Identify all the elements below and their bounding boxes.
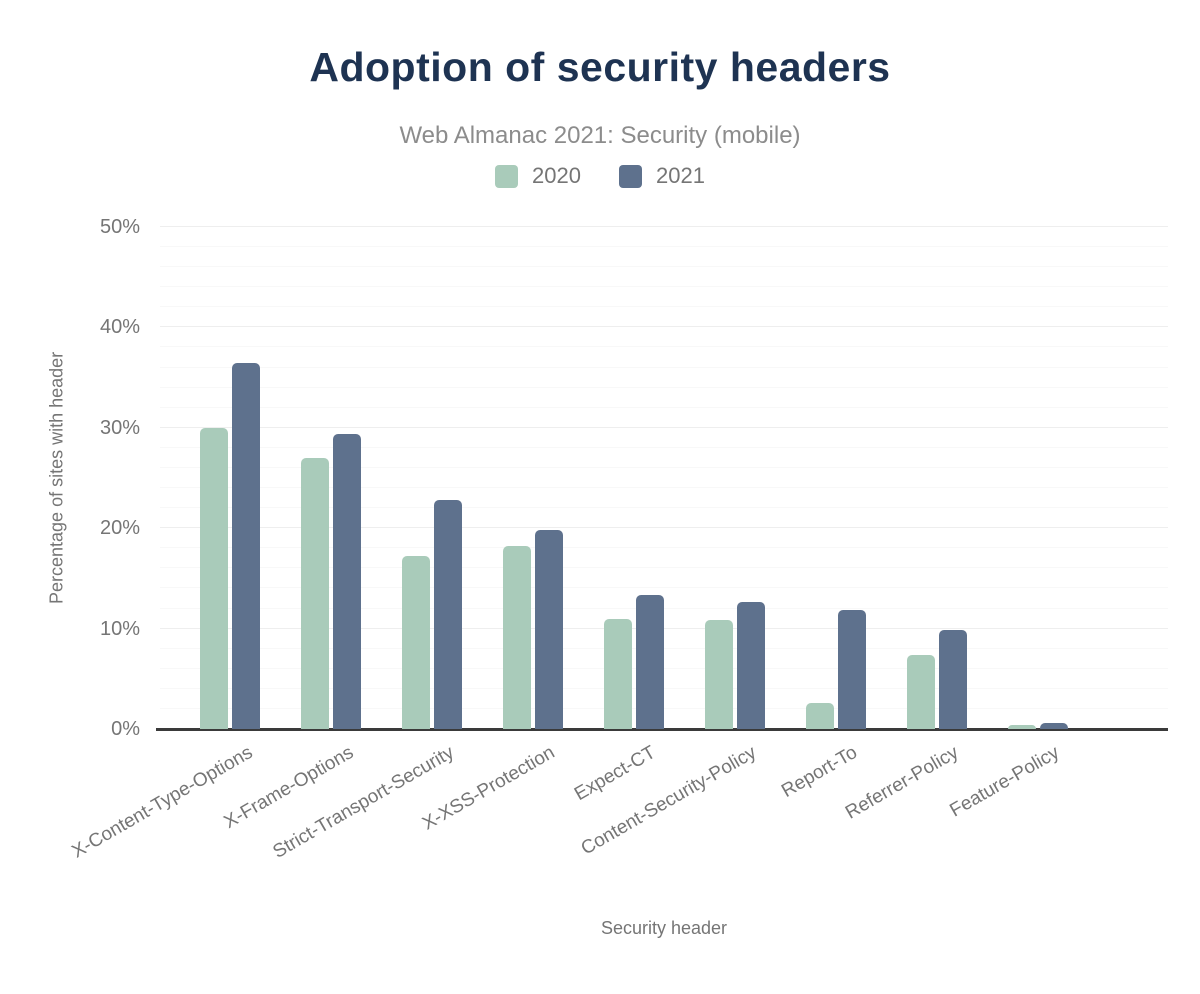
- gridline-minor: [160, 406, 1168, 408]
- x-axis-category-label: Report-To: [778, 742, 862, 802]
- bar-2021-Content-Security-Policy: [736, 601, 765, 729]
- y-axis-tick-label: 50%: [99, 216, 140, 238]
- gridline-minor: [160, 346, 1168, 348]
- bar-2020-X-Content-Type-Options: [200, 427, 229, 729]
- bar-2020-Referrer-Policy: [906, 654, 935, 729]
- x-axis-category-label: Expect-CT: [571, 742, 660, 806]
- bar-2021-Referrer-Policy: [938, 629, 967, 729]
- gridline-minor: [160, 286, 1168, 288]
- x-axis-category-label: Referrer-Policy: [841, 742, 963, 824]
- y-axis-tick-label: 20%: [99, 517, 140, 540]
- legend-item-2020: 2020: [495, 163, 581, 189]
- gridline-minor: [160, 567, 1168, 569]
- bar-2021-Report-To: [837, 609, 866, 729]
- plot-area: [156, 226, 1168, 731]
- x-axis-category-label: X-Content-Type-Options: [68, 742, 256, 863]
- gridline-major: [160, 326, 1168, 328]
- bar-2021-Strict-Transport-Security: [434, 500, 463, 729]
- bar-2020-Report-To: [805, 702, 834, 729]
- bar-2020-Expect-CT: [604, 618, 632, 729]
- legend-swatch-2020: [495, 164, 519, 188]
- x-axis-category-label: Content-Security-Policy: [577, 742, 761, 860]
- gridline-minor: [160, 446, 1168, 448]
- gridline-minor: [160, 687, 1168, 689]
- x-axis-title: Security header: [600, 918, 728, 938]
- gridline-minor: [160, 266, 1168, 268]
- bar-2020-X-XSS-Protection: [503, 546, 532, 729]
- gridline-major: [160, 527, 1168, 529]
- y-axis: 0% 10% 20% 30% 40% 50%: [0, 216, 148, 740]
- gridline-minor: [160, 507, 1168, 509]
- gridline-minor: [160, 667, 1168, 669]
- chart-title: Adoption of security headers: [309, 44, 891, 90]
- gridline-minor: [160, 707, 1168, 709]
- gridline-minor: [160, 366, 1168, 368]
- gridline-minor: [160, 466, 1168, 468]
- bar-2020-Content-Security-Policy: [704, 619, 733, 729]
- x-axis-category-label: Feature-Policy: [946, 742, 1064, 822]
- x-axis-category-label: Strict-Transport-Security: [269, 742, 458, 863]
- legend-label-2020: 2020: [532, 163, 581, 188]
- bar-2020-Strict-Transport-Security: [402, 556, 431, 729]
- bar-2021-Expect-CT: [636, 595, 664, 729]
- bar-2021-X-XSS-Protection: [535, 530, 564, 729]
- bar-2020-X-Frame-Options: [301, 457, 330, 729]
- gridline-minor: [160, 386, 1168, 388]
- y-axis-tick-label: 40%: [99, 316, 140, 339]
- y-axis-tick-label: 10%: [99, 617, 140, 640]
- y-axis-tick-label: 0%: [111, 718, 140, 740]
- chart-subtitle: Web Almanac 2021: Security (mobile): [399, 122, 801, 149]
- gridline-minor: [160, 487, 1168, 489]
- gridline-minor: [160, 547, 1168, 549]
- bar-2020-Feature-Policy: [1007, 724, 1036, 729]
- gridline-minor: [160, 607, 1168, 609]
- gridline-minor: [160, 306, 1168, 308]
- gridline-minor: [160, 647, 1168, 649]
- gridline-minor: [160, 246, 1168, 248]
- gridline-major: [160, 627, 1168, 629]
- legend-item-2021: 2021: [619, 163, 705, 189]
- gridline-minor: [160, 587, 1168, 589]
- bar-2021-Feature-Policy: [1039, 722, 1068, 729]
- x-axis-line: [156, 728, 1168, 731]
- gridline-major: [160, 426, 1168, 428]
- bar-2021-X-Frame-Options: [333, 433, 362, 729]
- y-axis-tick-label: 30%: [99, 416, 140, 439]
- legend-swatch-2021: [619, 164, 642, 188]
- gridline-major: [160, 226, 1168, 227]
- x-axis: X-Content-Type-Options X-Frame-Options Str…: [68, 742, 1168, 892]
- legend-label-2021: 2021: [656, 163, 705, 188]
- chart-legend: 2020 2021: [0, 163, 1200, 189]
- bar-2021-X-Content-Type-Options: [232, 362, 261, 729]
